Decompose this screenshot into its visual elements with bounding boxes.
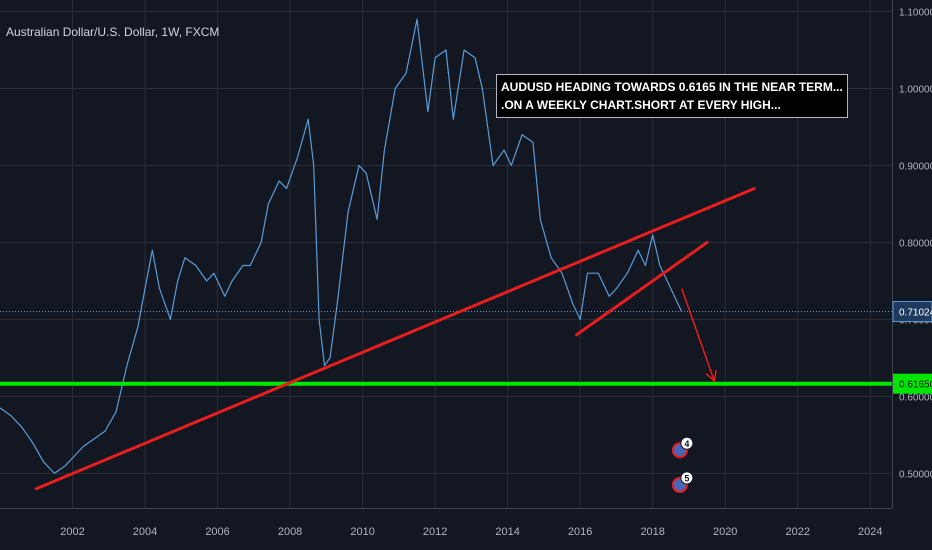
current-price-tag bbox=[892, 301, 932, 323]
target-price-tag-label: 0.61650 bbox=[899, 380, 932, 391]
x-tick-label: 2014 bbox=[495, 526, 519, 538]
event-count-label: 4 bbox=[684, 439, 689, 449]
x-tick-label: 2018 bbox=[640, 526, 664, 538]
x-tick-label: 2020 bbox=[713, 526, 737, 538]
x-tick-label: 2022 bbox=[785, 526, 809, 538]
y-tick-label: 0.50000 bbox=[899, 469, 932, 480]
wedge-trendline bbox=[575, 240, 709, 337]
y-tick-label: 0.60000 bbox=[899, 392, 932, 403]
x-tick-label: 2012 bbox=[423, 526, 447, 538]
event-count-badge bbox=[680, 471, 694, 485]
price-line-series bbox=[0, 18, 683, 474]
y-tick-label: 1.10000 bbox=[899, 8, 932, 19]
x-tick-label: 2024 bbox=[858, 526, 882, 538]
event-count-badge bbox=[680, 436, 694, 450]
y-tick-label: 1.00000 bbox=[899, 85, 932, 96]
current-price-tag-label: 0.71024 bbox=[899, 308, 932, 319]
annotation-line-1: AUDUSD HEADING TOWARDS 0.6165 IN THE NEA… bbox=[501, 80, 843, 94]
forecast-arrow-shaft bbox=[680, 288, 716, 382]
target-price-tag bbox=[893, 373, 932, 394]
x-tick-label: 2010 bbox=[350, 526, 374, 538]
x-tick-label: 2002 bbox=[60, 526, 84, 538]
y-tick-label: 0.80000 bbox=[899, 238, 932, 249]
support-trendline bbox=[34, 187, 756, 491]
event-count-label: 5 bbox=[684, 473, 689, 483]
y-tick-label: 0.90000 bbox=[899, 161, 932, 172]
forecast-arrow-head bbox=[705, 370, 717, 383]
annotation-box: AUDUSD HEADING TOWARDS 0.6165 IN THE NEA… bbox=[496, 74, 848, 118]
x-tick-label: 2006 bbox=[205, 526, 229, 538]
annotation-line-2: .ON A WEEKLY CHART.SHORT AT EVERY HIGH..… bbox=[501, 98, 781, 112]
chart-symbol-title: Australian Dollar/U.S. Dollar, 1W, FXCM bbox=[6, 25, 220, 39]
x-tick-label: 2008 bbox=[278, 526, 302, 538]
x-tick-label: 2016 bbox=[568, 526, 592, 538]
x-tick-label: 2004 bbox=[133, 526, 157, 538]
